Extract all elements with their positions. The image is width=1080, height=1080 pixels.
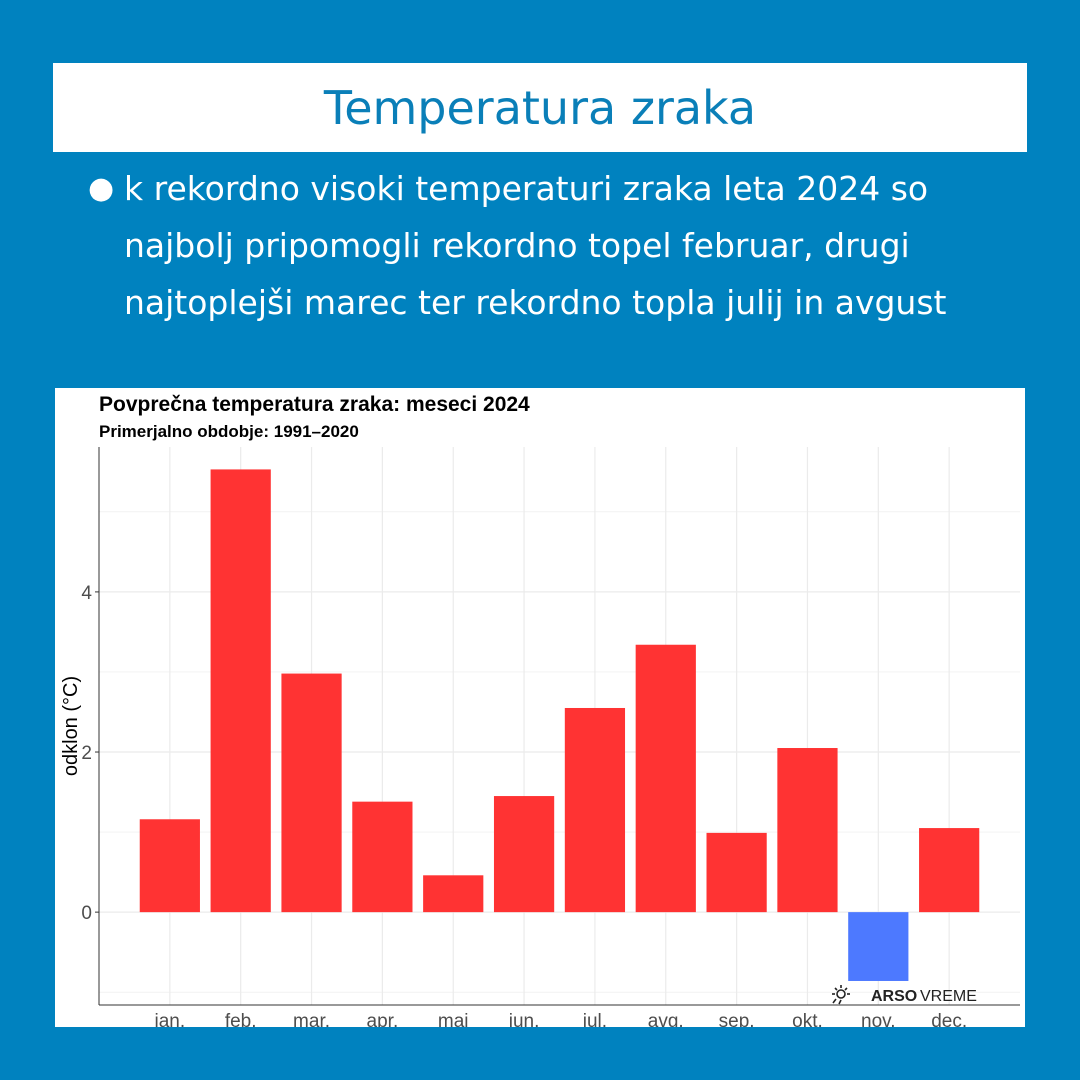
- x-tick-label: sep.: [719, 1011, 755, 1027]
- x-tick-label: maj: [438, 1011, 469, 1027]
- y-tick-label: 2: [81, 743, 92, 764]
- bar-avg: [635, 644, 696, 913]
- bar-jul: [564, 707, 626, 913]
- bar-sep: [706, 832, 767, 913]
- chart-title: Povprečna temperatura zraka: meseci 2024: [99, 393, 530, 416]
- chart-subtitle: Primerjalno obdobje: 1991–2020: [99, 422, 359, 441]
- x-tick-label: avg.: [648, 1011, 684, 1027]
- logo-product: VREME: [920, 988, 977, 1005]
- bar-apr: [352, 801, 413, 913]
- chart-panel: jan. feb. mar. apr. maj jun. jul. avg. sep. okt. n…: [55, 388, 1025, 1027]
- bar-chart: jan. feb. mar. apr. maj jun. jul. avg. sep. okt. n…: [60, 393, 1020, 1027]
- sun-icon: [832, 985, 850, 1005]
- page-title: Temperatura zraka: [323, 80, 757, 135]
- x-tick-label: mar.: [293, 1011, 330, 1027]
- x-tick-label: jul.: [582, 1011, 607, 1027]
- title-banner: Temperatura zraka: [53, 63, 1027, 152]
- bullet-text: k rekordno visoki temperaturi zraka leta…: [124, 169, 947, 322]
- arso-logo: ARSO VREME: [832, 985, 977, 1005]
- bar-maj: [423, 875, 484, 913]
- x-tick-label: nov.: [861, 1011, 896, 1027]
- x-tick-label: jan.: [154, 1011, 186, 1027]
- bar-nov: [848, 912, 909, 981]
- x-tick-label: jun.: [508, 1011, 540, 1027]
- bullet-point: ● k rekordno visoki temperaturi zraka le…: [88, 160, 1038, 331]
- bar-mar: [281, 673, 342, 913]
- logo-brand: ARSO: [871, 988, 917, 1005]
- x-tick-label: dec.: [931, 1011, 967, 1027]
- y-tick-label: 4: [81, 583, 92, 604]
- y-axis-label: odklon (°C): [60, 676, 82, 776]
- x-tick-label: okt.: [792, 1011, 823, 1027]
- bar-feb: [210, 469, 271, 913]
- bar-jan: [139, 819, 200, 913]
- x-tick-label: apr.: [367, 1011, 399, 1027]
- x-tick-label: feb.: [225, 1011, 257, 1027]
- bar-dec: [919, 828, 980, 913]
- bullet-icon: ●: [88, 171, 115, 206]
- bar-jun: [493, 796, 555, 913]
- bar-okt: [777, 748, 838, 913]
- y-tick-label: 0: [81, 903, 92, 924]
